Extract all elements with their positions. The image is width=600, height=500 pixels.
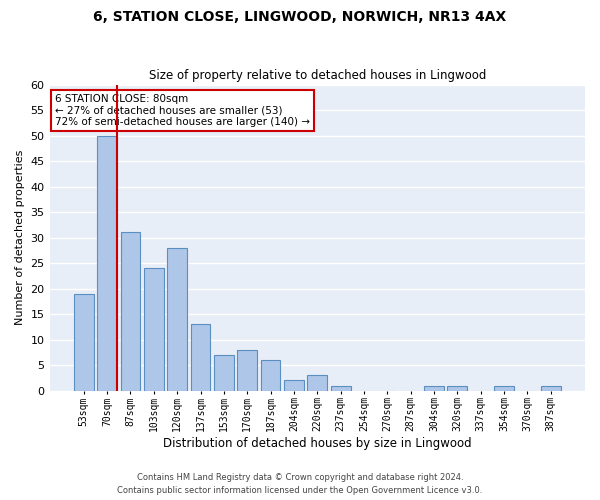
Text: Contains HM Land Registry data © Crown copyright and database right 2024.
Contai: Contains HM Land Registry data © Crown c… bbox=[118, 474, 482, 495]
Text: 6, STATION CLOSE, LINGWOOD, NORWICH, NR13 4AX: 6, STATION CLOSE, LINGWOOD, NORWICH, NR1… bbox=[94, 10, 506, 24]
Bar bbox=[167, 248, 187, 390]
Bar bbox=[424, 386, 444, 390]
Bar bbox=[307, 376, 327, 390]
Bar bbox=[284, 380, 304, 390]
Text: 6 STATION CLOSE: 80sqm
← 27% of detached houses are smaller (53)
72% of semi-det: 6 STATION CLOSE: 80sqm ← 27% of detached… bbox=[55, 94, 310, 127]
Bar bbox=[260, 360, 280, 390]
Bar bbox=[238, 350, 257, 391]
Title: Size of property relative to detached houses in Lingwood: Size of property relative to detached ho… bbox=[149, 69, 486, 82]
Bar bbox=[191, 324, 211, 390]
Bar bbox=[494, 386, 514, 390]
Bar bbox=[144, 268, 164, 390]
Y-axis label: Number of detached properties: Number of detached properties bbox=[15, 150, 25, 326]
Bar bbox=[121, 232, 140, 390]
Bar bbox=[448, 386, 467, 390]
Bar bbox=[331, 386, 350, 390]
Bar bbox=[541, 386, 560, 390]
Bar bbox=[74, 294, 94, 390]
Bar bbox=[214, 355, 234, 390]
X-axis label: Distribution of detached houses by size in Lingwood: Distribution of detached houses by size … bbox=[163, 437, 472, 450]
Bar bbox=[97, 136, 117, 390]
